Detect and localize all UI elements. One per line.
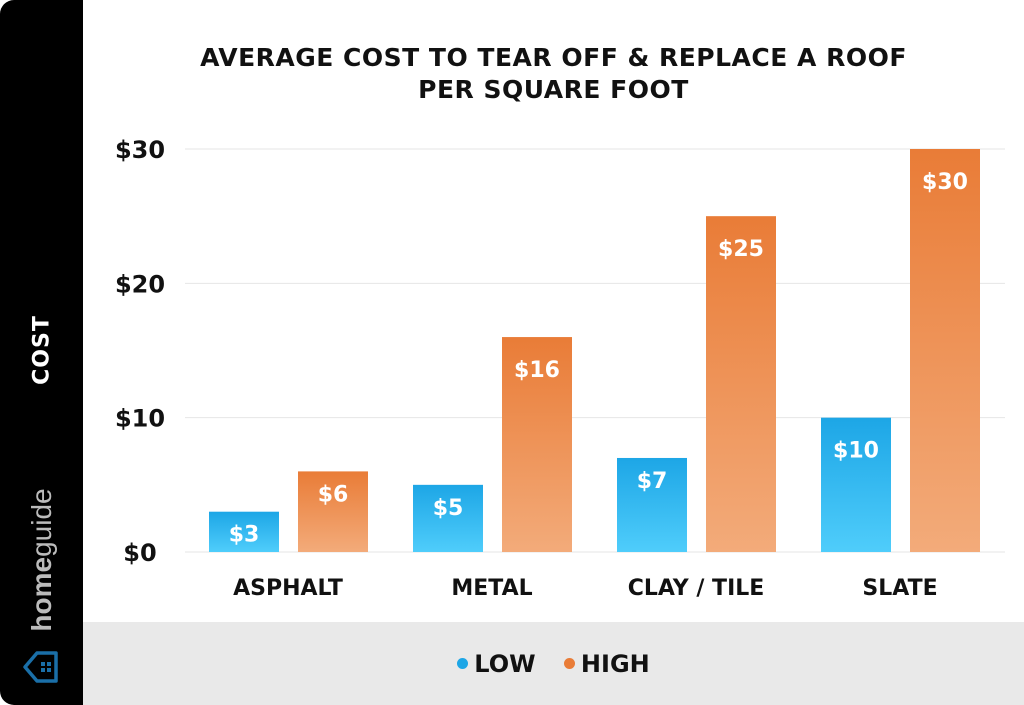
data-label: $5 (433, 496, 464, 521)
sidebar (0, 0, 83, 705)
bar-low (413, 484, 483, 552)
x-tick-label: ASPHALT (233, 576, 343, 601)
legend-item-high: HIGH (563, 649, 650, 678)
bar-low (617, 457, 687, 552)
y-tick-label: $0 (123, 539, 156, 567)
bar-low (821, 417, 891, 552)
data-label: $3 (229, 523, 260, 548)
legend-label-high: HIGH (580, 649, 650, 678)
bar-high (502, 337, 572, 552)
chart-title: AVERAGE COST TO TEAR OFF & REPLACE A ROO… (83, 42, 1024, 106)
y-tick-label: $30 (115, 136, 165, 164)
legend-band (83, 622, 1024, 705)
legend: LOW HIGH (83, 647, 1024, 678)
bar-low (209, 511, 279, 552)
data-label: $6 (318, 482, 349, 507)
subtitle-line: PER SQUARE FOOT (418, 75, 689, 104)
data-label: $10 (833, 439, 879, 464)
legend-dot-low (457, 658, 469, 669)
house-logo-icon (23, 651, 58, 683)
title-line: AVERAGE COST TO TEAR OFF & REPLACE A ROO… (200, 43, 907, 72)
legend-dot-high (563, 658, 575, 669)
bar-high (910, 149, 980, 552)
data-label: $16 (514, 358, 560, 383)
x-tick-label: METAL (451, 576, 532, 601)
data-label: $25 (718, 237, 764, 262)
y-tick-label: $20 (115, 270, 165, 298)
bar-high (298, 471, 368, 552)
data-label: $30 (922, 170, 968, 195)
x-tick-label: SLATE (862, 576, 937, 601)
legend-label-low: LOW (474, 649, 536, 678)
x-tick-label: CLAY / TILE (628, 576, 765, 601)
legend-item-low: LOW (457, 649, 536, 678)
y-tick-label: $10 (115, 405, 165, 433)
bar-high (706, 216, 776, 552)
data-label: $7 (637, 469, 668, 494)
